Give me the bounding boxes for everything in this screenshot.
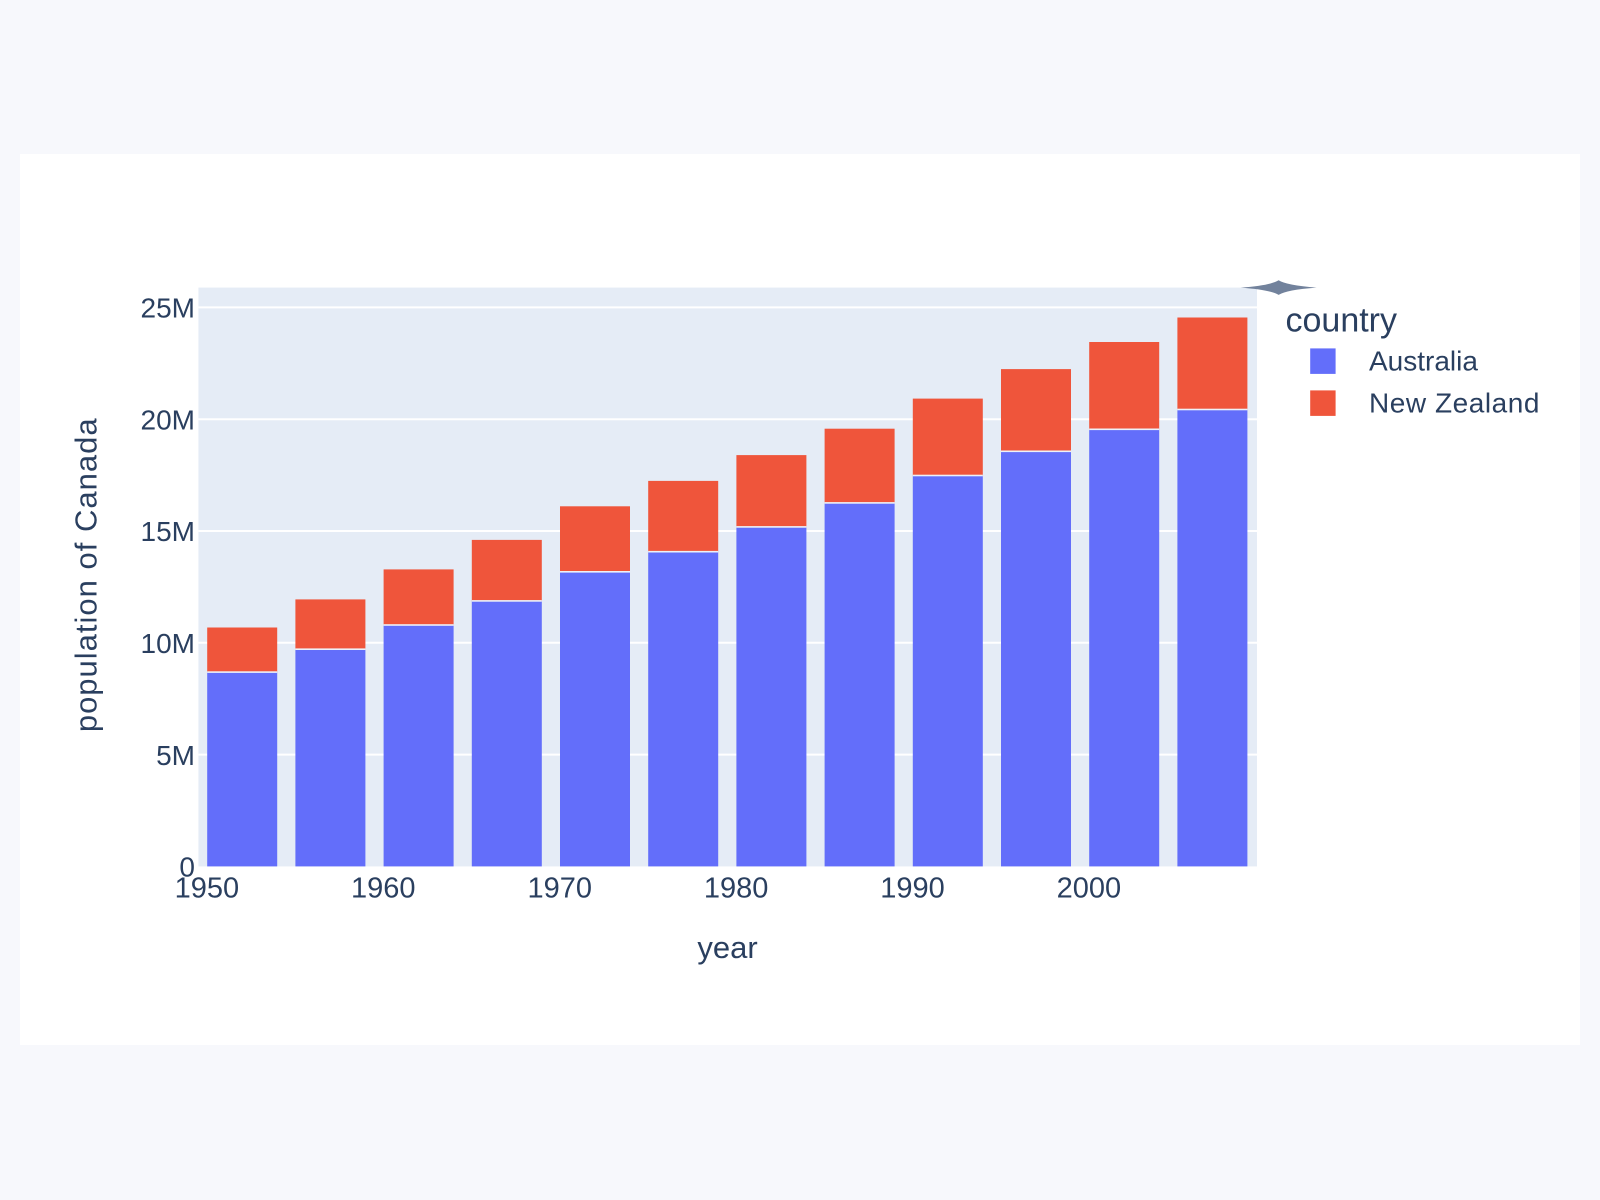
svg-text:10M: 10M xyxy=(141,628,195,659)
svg-text:2000: 2000 xyxy=(1057,872,1122,904)
svg-text:1970: 1970 xyxy=(527,872,592,904)
svg-text:1950: 1950 xyxy=(175,872,240,904)
svg-text:15M: 15M xyxy=(141,516,195,547)
svg-text:1960: 1960 xyxy=(351,872,416,904)
svg-text:5M: 5M xyxy=(156,740,195,771)
svg-text:Australia: Australia xyxy=(1369,345,1478,376)
svg-text:country: country xyxy=(1286,302,1398,340)
svg-text:20M: 20M xyxy=(141,404,195,435)
svg-text:1990: 1990 xyxy=(880,872,945,904)
svg-text:0: 0 xyxy=(179,852,195,883)
svg-text:year: year xyxy=(697,930,757,965)
svg-text:25M: 25M xyxy=(141,293,195,324)
svg-text:1980: 1980 xyxy=(704,872,769,904)
svg-text:population of Canada: population of Canada xyxy=(69,417,104,732)
svg-text:New Zealand: New Zealand xyxy=(1369,388,1540,419)
